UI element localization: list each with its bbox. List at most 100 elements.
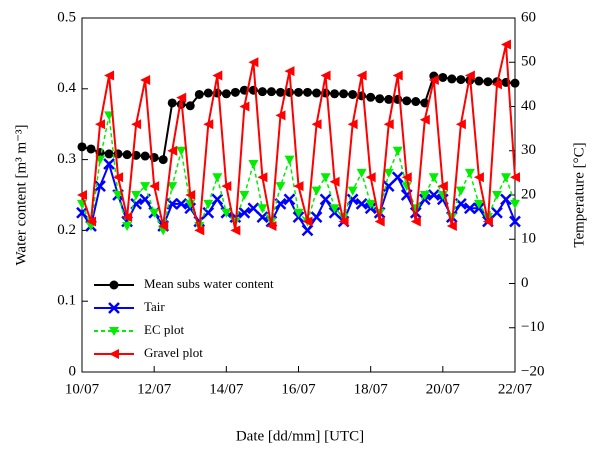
- marker: [122, 150, 132, 160]
- marker: [510, 172, 520, 183]
- marker: [284, 66, 295, 77]
- marker: [491, 79, 502, 90]
- marker: [319, 193, 332, 206]
- marker: [383, 119, 394, 130]
- x-axis-label: Date [dd/mm] [UTC]: [236, 428, 364, 444]
- marker: [212, 173, 223, 183]
- x-tick-label: 16/07: [281, 381, 316, 397]
- marker: [113, 172, 124, 183]
- marker: [392, 70, 403, 81]
- legend-label: Tair: [144, 299, 165, 314]
- marker: [113, 191, 124, 200]
- marker: [348, 89, 358, 99]
- marker: [230, 87, 240, 97]
- marker: [356, 70, 367, 81]
- marker: [158, 155, 168, 165]
- y2-tick-label: 60: [521, 9, 536, 25]
- marker: [149, 181, 160, 192]
- marker: [375, 94, 385, 104]
- y2-tick-label: 30: [521, 142, 536, 158]
- marker: [455, 186, 466, 196]
- marker: [437, 181, 448, 192]
- marker: [447, 74, 457, 84]
- marker: [76, 206, 88, 219]
- marker: [510, 199, 520, 209]
- marker: [109, 280, 119, 290]
- marker: [230, 225, 241, 236]
- marker: [500, 173, 511, 183]
- marker: [77, 142, 87, 152]
- x-tick-label: 20/07: [426, 381, 461, 397]
- marker: [95, 119, 106, 130]
- marker: [109, 327, 119, 336]
- marker: [131, 191, 142, 200]
- marker: [202, 206, 215, 219]
- marker: [366, 92, 376, 102]
- marker: [284, 155, 295, 165]
- marker: [339, 89, 349, 99]
- marker: [109, 349, 119, 359]
- marker: [248, 57, 259, 68]
- marker: [266, 87, 276, 97]
- x-tick-label: 10/07: [65, 381, 100, 397]
- marker: [419, 114, 430, 125]
- marker: [320, 173, 331, 183]
- marker: [392, 146, 403, 156]
- marker: [248, 160, 259, 170]
- y2-tick-label: 0: [521, 275, 529, 291]
- marker: [473, 199, 484, 209]
- marker: [464, 70, 475, 81]
- marker: [293, 208, 304, 218]
- marker: [500, 39, 511, 50]
- marker: [221, 208, 232, 218]
- y-tick-label: 0: [69, 363, 77, 379]
- marker: [301, 224, 314, 237]
- marker: [474, 76, 484, 86]
- marker: [500, 193, 512, 206]
- marker: [320, 70, 331, 81]
- marker: [77, 190, 87, 200]
- y2-axis-label: Temperature [°C]: [571, 142, 587, 247]
- marker: [464, 202, 476, 215]
- marker: [365, 199, 376, 209]
- marker: [374, 216, 385, 227]
- marker: [221, 181, 232, 192]
- marker: [491, 191, 502, 200]
- marker: [257, 204, 268, 214]
- marker: [510, 78, 520, 88]
- marker: [401, 182, 412, 192]
- legend-label: EC plot: [144, 322, 184, 337]
- marker: [275, 87, 285, 97]
- marker: [238, 206, 251, 219]
- marker: [438, 72, 448, 82]
- marker: [239, 191, 250, 200]
- marker: [149, 208, 160, 218]
- marker: [293, 181, 304, 192]
- marker: [311, 119, 322, 130]
- marker: [355, 197, 368, 210]
- marker: [140, 182, 151, 192]
- marker: [482, 216, 493, 227]
- marker: [483, 77, 493, 87]
- marker: [312, 88, 322, 98]
- marker: [185, 190, 196, 200]
- marker: [427, 189, 440, 201]
- marker: [420, 98, 430, 108]
- marker: [176, 92, 187, 103]
- marker: [329, 176, 340, 187]
- marker: [391, 171, 404, 184]
- marker: [384, 94, 394, 104]
- x-tick-label: 22/07: [498, 381, 533, 397]
- marker: [402, 96, 412, 106]
- marker: [491, 206, 503, 219]
- marker: [212, 70, 223, 81]
- marker: [122, 212, 133, 223]
- marker: [428, 74, 439, 85]
- marker: [473, 172, 484, 183]
- y2-tick-label: 50: [521, 54, 536, 70]
- marker: [311, 186, 322, 196]
- y2-tick-label: −10: [521, 319, 544, 335]
- y-tick-label: 0.1: [57, 293, 76, 309]
- y-tick-label: 0.2: [57, 222, 76, 238]
- marker: [158, 220, 169, 231]
